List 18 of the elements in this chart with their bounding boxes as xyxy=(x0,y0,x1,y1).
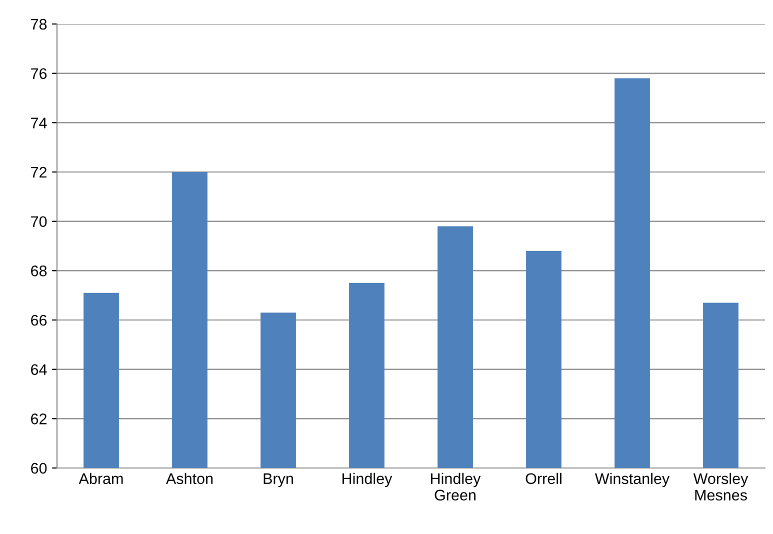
x-tick-label: Orrell xyxy=(526,472,562,484)
y-tick-label: 78 xyxy=(31,18,47,30)
y-tick-label: 68 xyxy=(31,266,47,276)
x-tick-label: Abram xyxy=(78,472,123,484)
y-tick-label: 66 xyxy=(31,314,47,326)
x-tick-label: Worsley Mesnes xyxy=(693,472,748,501)
x-tick-label: Hindley xyxy=(342,472,392,488)
x-tick-label: Ashton xyxy=(166,472,213,484)
y-tick-label: 60 xyxy=(31,462,47,474)
y-tick-label: 74 xyxy=(31,118,47,128)
y-tick-label: 72 xyxy=(31,166,47,178)
y-tick-label: 62 xyxy=(31,414,47,424)
x-tick-label: Hindley Green xyxy=(431,472,481,501)
x-tick-label: Bryn xyxy=(264,473,293,488)
y-tick-label: 64 xyxy=(31,364,47,376)
x-tick-label: Winstanley xyxy=(594,472,670,488)
y-tick-label: 70 xyxy=(31,216,47,228)
y-tick-label: 76 xyxy=(31,68,47,80)
